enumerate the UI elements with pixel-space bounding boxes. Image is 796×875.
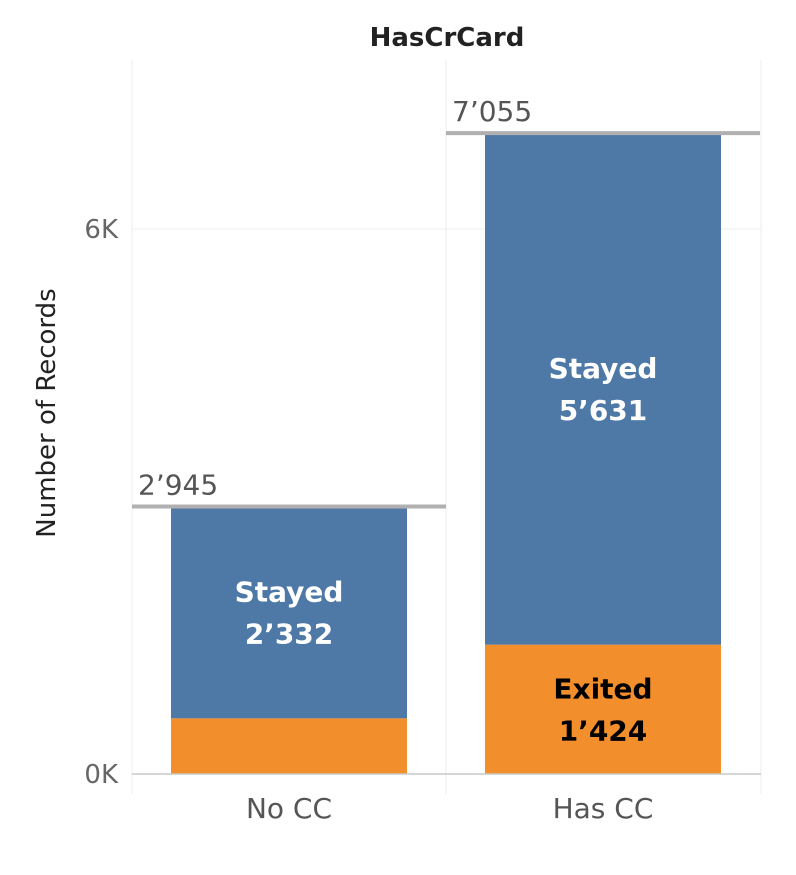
y-tick-label: 6K	[84, 215, 119, 245]
y-axis-title: Number of Records	[32, 288, 62, 537]
bars-layer	[171, 133, 721, 774]
x-category-label: No CC	[246, 792, 332, 825]
total-label: 2’945	[138, 468, 218, 501]
bar-segment-stayed	[485, 133, 721, 645]
bar-segment-exited	[485, 644, 721, 774]
x-category-label: Has CC	[553, 792, 654, 825]
segment-label: Exited 1’424	[553, 672, 652, 747]
axis-layer: 0K 6K No CC Has CC	[84, 215, 761, 825]
labels-layer: Stayed 2’332 2’945 Exited 1’424 Stayed 5’631 7’…	[132, 95, 760, 747]
total-label: 7’055	[452, 95, 532, 128]
segment-label: Stayed 2’332	[235, 575, 344, 650]
bar-segment-exited	[171, 718, 407, 774]
y-tick-label: 0K	[84, 760, 119, 790]
bar-segment-stayed	[171, 506, 407, 719]
segment-label: Stayed 5’631	[549, 352, 658, 427]
chart-title: HasCrCard	[370, 23, 525, 53]
